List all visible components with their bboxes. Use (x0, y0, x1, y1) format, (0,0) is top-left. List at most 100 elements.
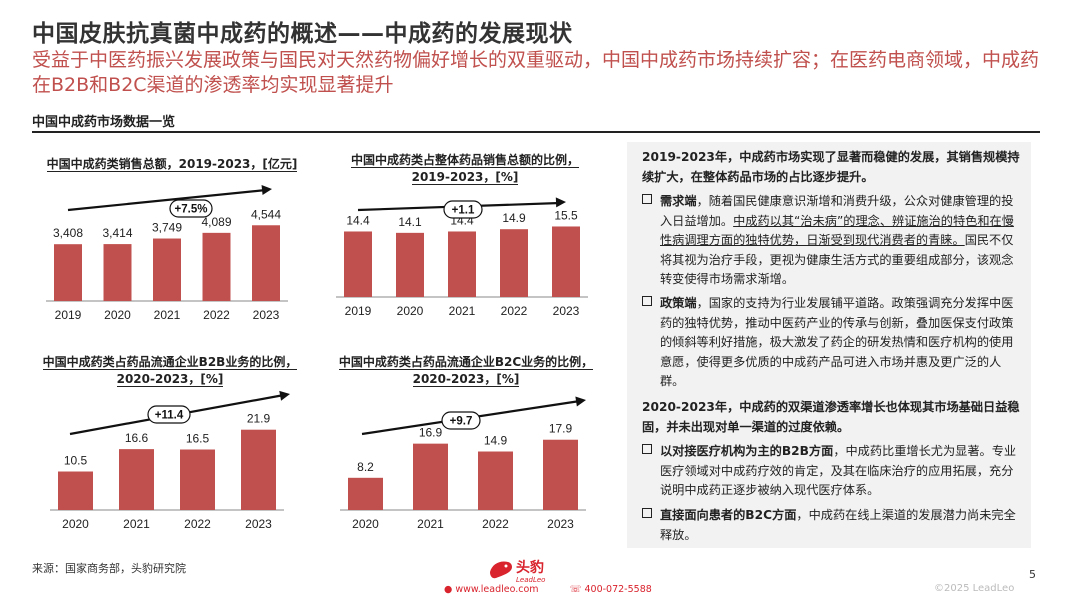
chart-title: 中国中成药类占药品流通企业B2B业务的比例， 2020-2023，[%] (42, 355, 298, 387)
footer-links: ● www.leadleo.com ☏ 400-072-5588 (444, 584, 680, 595)
growth-label: +1.1 (452, 205, 475, 217)
bar-2021 (413, 443, 448, 510)
x-tick-label: 2022 (184, 517, 211, 531)
bar-2023 (241, 429, 276, 510)
x-tick-label: 2021 (123, 517, 150, 531)
trend-arrow-head (279, 390, 290, 401)
bar-2023 (252, 225, 280, 301)
bullet-demand: 需求端，随着国民健康意识渐增和消费升级，公众对健康管理的投入日益增加。中成药以其… (642, 192, 1022, 290)
chart-title: 中国中成药类销售总额，2019-2023，[亿元] (46, 157, 298, 172)
data-label: 14.9 (484, 434, 508, 448)
checkbox-bullet-icon (642, 508, 652, 518)
summary-panel: 2019-2023年，中成药市场实现了显著而稳健的发展，其销售规模持续扩大，在整… (627, 142, 1031, 548)
chart-svg: 3,408 2019 3,414 2020 3,749 2021 4,089 2022 4,54… (46, 185, 288, 322)
data-label: 3,408 (53, 226, 83, 240)
bar-2020 (348, 477, 383, 510)
lead-paragraph-2: 2020-2023年，中成药的双渠道渗透率增长也体现其市场基础日益稳固，并未出现… (642, 400, 1020, 434)
x-tick-label: 2022 (501, 304, 528, 318)
growth-badge (169, 199, 213, 218)
bar-2022 (478, 451, 513, 510)
chart-svg: 8.2 2020 16.9 2021 14.9 2022 17.9 2023 +9.7 (340, 396, 586, 531)
bar-2019 (344, 231, 372, 297)
checkbox-bullet-icon (642, 194, 652, 204)
page-title: 中国皮肤抗真菌中成药的概述——中成药的发展现状 (32, 21, 573, 47)
bullet-policy: 政策端，国家的支持为行业发展铺平道路。政策强调充分发挥中医药的独特优势，推动中医… (642, 294, 1022, 392)
bar-2022 (180, 449, 215, 510)
data-label: 3,749 (152, 221, 182, 235)
x-tick-label: 2021 (449, 304, 476, 318)
x-tick-label: 2020 (352, 517, 379, 531)
x-tick-label: 2023 (553, 304, 580, 318)
logo-text-en: LeadLeo (516, 576, 546, 584)
data-label: 17.9 (549, 422, 573, 436)
bar-2023 (552, 226, 580, 297)
trend-arrow-head (555, 197, 566, 208)
x-tick-label: 2020 (62, 517, 89, 531)
bar-2020 (103, 244, 132, 301)
website-link[interactable]: ● www.leadleo.com (444, 584, 539, 595)
bar-2022 (500, 229, 528, 297)
x-tick-label: 2023 (547, 517, 574, 531)
x-tick-label: 2019 (55, 308, 82, 322)
chart-svg: 14.4201914.1202014.4202114.9202215.52023… (336, 197, 588, 318)
x-tick-label: 2023 (245, 517, 272, 531)
page-subtitle: 受益于中医药振兴发展政策与国民对天然药物偏好增长的双重驱动，中国中成药市场持续扩… (32, 49, 1040, 96)
chart-title: 中国中成药类占药品流通企业B2C业务的比例， 2020-2023，[%] (338, 355, 594, 387)
bar-2021 (119, 449, 154, 510)
bar-2020 (396, 232, 424, 297)
logo-text-cn: 头豹 (516, 560, 544, 576)
data-label: 16.5 (186, 432, 210, 446)
data-label: 14.4 (346, 213, 370, 227)
leadleo-logo: 头豹 LeadLeo (486, 556, 586, 590)
data-label: 21.9 (247, 412, 271, 426)
x-tick-label: 2021 (154, 308, 181, 322)
chart-share-b2b: 中国中成药类占药品流通企业B2B业务的比例， 2020-2023，[%] 10.… (28, 354, 312, 536)
x-tick-label: 2020 (397, 304, 424, 318)
x-tick-label: 2019 (345, 304, 372, 318)
copyright: ©2025 LeadLeo (934, 583, 1015, 594)
data-label: 10.5 (64, 454, 88, 468)
leopard-logo-icon (490, 561, 512, 579)
growth-label: +7.5% (175, 204, 208, 216)
bullet-b2c: 直接面向患者的B2C方面，中成药在线上渠道的发展潜力尚未完全释放。 (642, 506, 1022, 545)
growth-badge (147, 405, 191, 424)
bar-2022 (202, 232, 231, 301)
chart-title: 中国中成药类占整体药品销售总额的比例， 2019-2023，[%] (350, 153, 579, 185)
data-label: 4,544 (251, 207, 281, 221)
lead-paragraph-1: 2019-2023年，中成药市场实现了显著而稳健的发展，其销售规模持续扩大，在整… (642, 150, 1020, 184)
growth-label: +11.4 (155, 410, 184, 422)
trend-arrow-head (575, 396, 586, 407)
bar-2023 (543, 439, 578, 510)
bar-2021 (448, 231, 476, 297)
chart-sales-total: 中国中成药类销售总额，2019-2023，[亿元] 3,408 2019 3,414… (32, 156, 312, 331)
page-number: 5 (1029, 568, 1036, 581)
growth-badge (443, 200, 483, 219)
chart-svg: 10.5 2020 16.6 2021 16.5 2022 21.9 2023 +11.4 (50, 390, 290, 531)
bar-2021 (153, 238, 181, 301)
x-tick-label: 2022 (482, 517, 509, 531)
data-label: 14.1 (398, 215, 422, 229)
data-label: 8.2 (357, 460, 374, 474)
bullet-b2b: 以对接医疗机构为主的B2B方面，中成药比重增长尤为显著。专业医疗领域对中成药疗效… (642, 442, 1022, 501)
x-tick-label: 2023 (253, 308, 280, 322)
trend-arrow-head (261, 185, 272, 195)
data-label: 3,414 (102, 226, 132, 240)
x-tick-label: 2021 (417, 517, 444, 531)
phone-number: ☏ 400-072-5588 (569, 584, 652, 595)
growth-badge (441, 411, 481, 430)
x-tick-label: 2020 (104, 308, 131, 322)
checkbox-bullet-icon (642, 444, 652, 454)
chart-share-total: 中国中成药类占整体药品销售总额的比例， 2019-2023，[%] 14.4 20… (330, 152, 600, 331)
bar-2020 (58, 471, 93, 510)
bar-2019 (54, 244, 82, 301)
source-note: 来源：国家商务部，头豹研究院 (32, 562, 186, 575)
x-tick-label: 2022 (203, 308, 230, 322)
data-label: 16.9 (419, 426, 443, 440)
trend-arrow-line (67, 188, 267, 212)
data-label: 4,089 (201, 215, 231, 229)
growth-label: +9.7 (450, 416, 473, 428)
section-divider (32, 131, 1040, 133)
data-label: 15.5 (554, 208, 578, 222)
section-title: 中国中成药市场数据一览 (32, 115, 176, 130)
data-label: 14.9 (502, 211, 526, 225)
